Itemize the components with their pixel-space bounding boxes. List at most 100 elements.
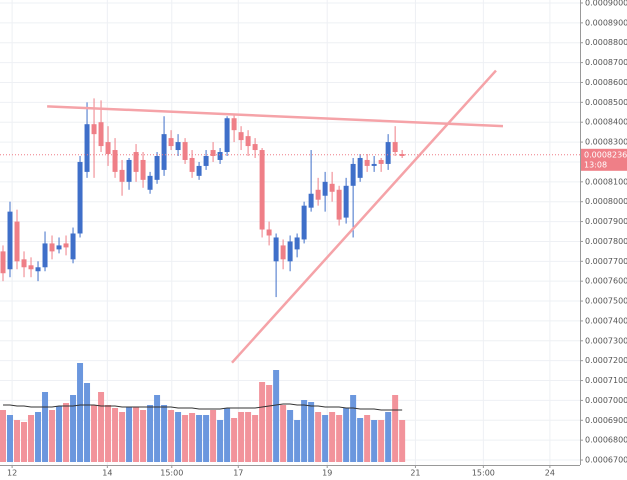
volume-bar — [154, 395, 161, 462]
candle-body — [14, 221, 20, 262]
candle-body — [392, 142, 398, 153]
volume-bar — [91, 405, 98, 462]
volume-bar — [84, 383, 91, 462]
volume-bar — [343, 408, 350, 462]
candle-body — [266, 229, 272, 236]
volume-bar — [119, 412, 126, 462]
countdown-label: 13:08 — [584, 160, 607, 169]
candle-body — [238, 132, 244, 141]
candle-body — [350, 163, 356, 186]
candle-body — [70, 233, 76, 260]
volume-bar — [266, 385, 273, 462]
candle-body — [112, 150, 118, 172]
volume-bar — [112, 408, 119, 462]
candle-body — [84, 124, 90, 172]
candle-body — [105, 142, 111, 155]
volume-bar — [399, 420, 406, 462]
volume-bar — [196, 415, 203, 462]
volume-bar — [287, 410, 294, 462]
trendline — [231, 69, 497, 364]
volume-bar — [126, 407, 133, 462]
x-tick-label: 17 — [233, 469, 243, 478]
candle-body — [259, 150, 265, 230]
candle-body — [0, 251, 6, 274]
volume-bar — [7, 415, 14, 462]
y-tick-label: 0.0006800 — [585, 436, 627, 445]
candle-body — [77, 161, 83, 234]
y-tick-label: 0.0008100 — [585, 177, 627, 186]
volume-bar — [245, 412, 252, 462]
candle-body — [273, 237, 279, 262]
y-tick-label: 0.0007900 — [585, 217, 627, 226]
y-tick-label: 0.0007700 — [585, 257, 627, 266]
volume-bar — [0, 410, 7, 462]
volume-bar — [42, 392, 49, 462]
volume-bar — [252, 415, 259, 462]
y-tick-label: 0.0007300 — [585, 336, 627, 345]
trendline — [47, 105, 504, 128]
y-tick-label: 0.0008000 — [585, 197, 627, 206]
candle-body — [280, 245, 286, 260]
candle-body — [63, 243, 69, 248]
candle-body — [252, 144, 258, 151]
x-tick-label: 15:00 — [472, 469, 495, 478]
volume-bar — [56, 406, 63, 462]
volume-bar — [322, 415, 329, 462]
y-tick-label: 0.0007800 — [585, 237, 627, 246]
candle-body — [315, 189, 321, 200]
volume-bar — [308, 402, 315, 462]
y-tick-label: 0.0008500 — [585, 98, 627, 107]
candle-body — [301, 205, 307, 240]
volume-bar — [105, 405, 112, 462]
y-tick-label: 0.0008300 — [585, 138, 627, 147]
y-tick-label: 0.0007600 — [585, 277, 627, 286]
volume-bar — [189, 413, 196, 462]
volume-bar — [378, 420, 385, 462]
volume-bar — [133, 407, 140, 462]
x-tick-label: 15:00 — [160, 469, 183, 478]
volume-bar — [49, 410, 56, 462]
volume-bar — [350, 395, 357, 462]
candle-body — [147, 175, 153, 190]
volume-bar — [231, 418, 238, 462]
x-tick-label: 19 — [322, 469, 332, 478]
volume-bar — [98, 392, 105, 462]
candle-body — [196, 165, 202, 176]
candle-body — [28, 265, 34, 270]
volume-bar — [329, 412, 336, 462]
y-tick-label: 0.0008900 — [585, 18, 627, 27]
x-tick-label: 12 — [7, 469, 17, 478]
candle-body — [189, 157, 195, 172]
candle-body — [49, 243, 55, 252]
volume-bar — [168, 410, 175, 462]
volume-bar — [280, 405, 287, 462]
volume-bar — [28, 415, 35, 462]
y-tick-label: 0.0007400 — [585, 316, 627, 325]
candle-body — [91, 124, 97, 135]
candle-body — [35, 267, 41, 272]
volume-bar — [336, 415, 343, 462]
y-tick-label: 0.0007000 — [585, 396, 627, 405]
volume-bar — [392, 395, 399, 462]
candle-body — [133, 152, 139, 172]
candle-body — [224, 118, 230, 153]
candle-body — [329, 183, 335, 192]
candle-body — [357, 157, 363, 178]
y-tick-label: 0.0007200 — [585, 356, 627, 365]
candle-body — [385, 142, 391, 164]
candle-body — [98, 122, 104, 147]
volume-bar — [315, 412, 322, 462]
candle-body — [231, 118, 237, 131]
y-tick-label: 0.0008700 — [585, 58, 627, 67]
volume-bar — [385, 412, 392, 462]
y-tick-label: 0.0006900 — [585, 416, 627, 425]
candle-body — [203, 155, 209, 166]
candle-body — [336, 189, 342, 220]
candle-body — [182, 142, 188, 160]
candle-body — [126, 159, 132, 182]
last-price-box — [581, 148, 627, 171]
candle-body — [56, 245, 62, 250]
candle-body — [245, 136, 251, 147]
candle-body — [161, 134, 167, 170]
